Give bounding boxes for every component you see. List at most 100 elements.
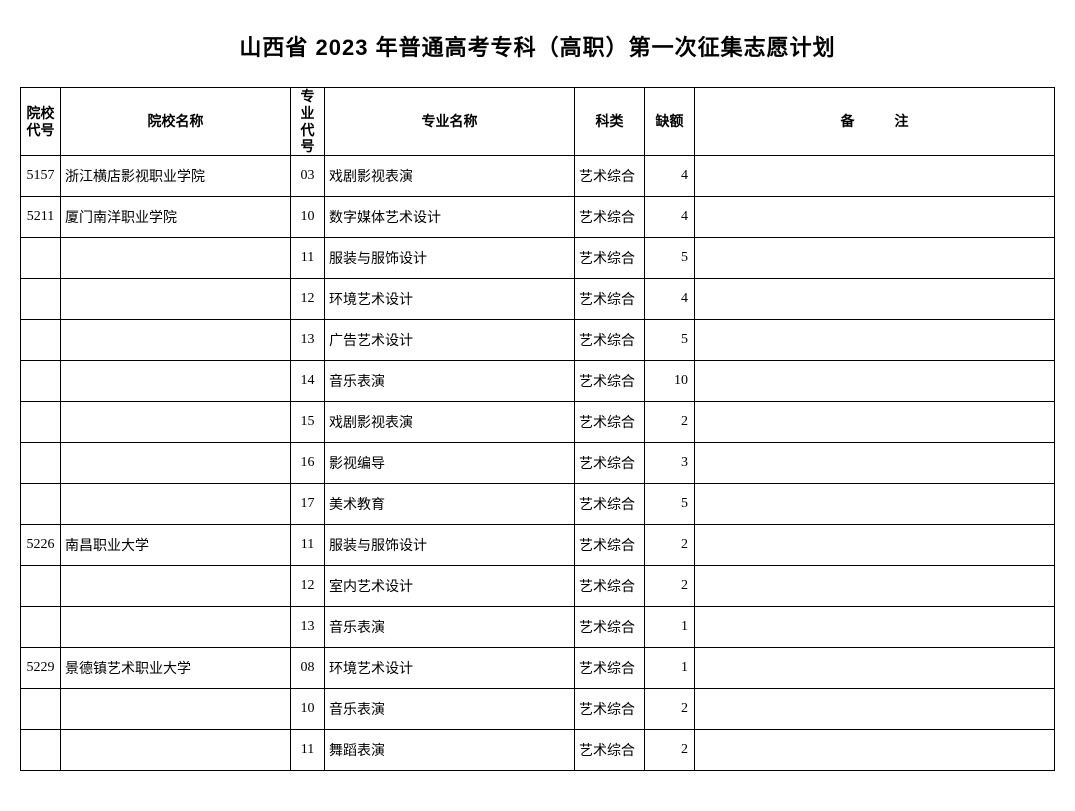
cell-major-name: 室内艺术设计 xyxy=(325,566,575,607)
cell-category: 艺术综合 xyxy=(575,484,645,525)
page-title: 山西省 2023 年普通高考专科（高职）第一次征集志愿计划 xyxy=(20,30,1055,62)
cell-school-code xyxy=(21,402,61,443)
cell-major-name: 环境艺术设计 xyxy=(325,648,575,689)
table-row: 12环境艺术设计艺术综合4 xyxy=(21,279,1055,320)
col-header-remark-b: 注 xyxy=(895,113,909,130)
table-row: 11舞蹈表演艺术综合2 xyxy=(21,730,1055,771)
cell-school-code xyxy=(21,361,61,402)
cell-category: 艺术综合 xyxy=(575,566,645,607)
table-row: 12室内艺术设计艺术综合2 xyxy=(21,566,1055,607)
cell-remark xyxy=(695,689,1055,730)
cell-category: 艺术综合 xyxy=(575,730,645,771)
cell-remark xyxy=(695,197,1055,238)
cell-remark xyxy=(695,607,1055,648)
cell-vacancy: 10 xyxy=(645,361,695,402)
table-header-row: 院校代号 院校名称 专业代号 专业名称 科类 缺额 备 注 xyxy=(21,88,1055,156)
col-header-major-name: 专业名称 xyxy=(325,88,575,156)
cell-vacancy: 2 xyxy=(645,525,695,566)
cell-category: 艺术综合 xyxy=(575,525,645,566)
cell-vacancy: 2 xyxy=(645,566,695,607)
cell-school-name xyxy=(61,484,291,525)
cell-school-name xyxy=(61,689,291,730)
cell-school-code xyxy=(21,484,61,525)
cell-school-name xyxy=(61,607,291,648)
cell-school-code xyxy=(21,607,61,648)
cell-vacancy: 2 xyxy=(645,730,695,771)
cell-major-code: 12 xyxy=(291,279,325,320)
cell-school-code: 5226 xyxy=(21,525,61,566)
table-row: 13广告艺术设计艺术综合5 xyxy=(21,320,1055,361)
cell-category: 艺术综合 xyxy=(575,156,645,197)
document-page: 山西省 2023 年普通高考专科（高职）第一次征集志愿计划 院校代号 院校名称 … xyxy=(0,0,1075,811)
cell-major-name: 广告艺术设计 xyxy=(325,320,575,361)
cell-school-name xyxy=(61,566,291,607)
cell-category: 艺术综合 xyxy=(575,648,645,689)
cell-major-name: 影视编导 xyxy=(325,443,575,484)
cell-major-name: 美术教育 xyxy=(325,484,575,525)
table-row: 15戏剧影视表演艺术综合2 xyxy=(21,402,1055,443)
cell-major-name: 服装与服饰设计 xyxy=(325,238,575,279)
cell-school-name xyxy=(61,320,291,361)
cell-vacancy: 4 xyxy=(645,156,695,197)
cell-major-code: 15 xyxy=(291,402,325,443)
cell-school-name: 南昌职业大学 xyxy=(61,525,291,566)
cell-school-code: 5229 xyxy=(21,648,61,689)
cell-major-code: 11 xyxy=(291,730,325,771)
cell-school-name: 浙江横店影视职业学院 xyxy=(61,156,291,197)
cell-school-code xyxy=(21,730,61,771)
cell-school-code xyxy=(21,320,61,361)
cell-category: 艺术综合 xyxy=(575,238,645,279)
cell-school-name xyxy=(61,402,291,443)
cell-vacancy: 2 xyxy=(645,402,695,443)
col-header-category: 科类 xyxy=(575,88,645,156)
table-row: 14音乐表演艺术综合10 xyxy=(21,361,1055,402)
cell-remark xyxy=(695,156,1055,197)
cell-category: 艺术综合 xyxy=(575,279,645,320)
col-header-school-code: 院校代号 xyxy=(21,88,61,156)
cell-major-code: 11 xyxy=(291,525,325,566)
cell-school-code xyxy=(21,689,61,730)
cell-major-code: 11 xyxy=(291,238,325,279)
cell-category: 艺术综合 xyxy=(575,443,645,484)
cell-vacancy: 5 xyxy=(645,484,695,525)
cell-school-name: 景德镇艺术职业大学 xyxy=(61,648,291,689)
table-row: 13音乐表演艺术综合1 xyxy=(21,607,1055,648)
cell-remark xyxy=(695,402,1055,443)
col-header-remark: 备 注 xyxy=(695,88,1055,156)
cell-major-code: 08 xyxy=(291,648,325,689)
cell-school-code xyxy=(21,566,61,607)
cell-remark xyxy=(695,361,1055,402)
col-header-vacancy: 缺额 xyxy=(645,88,695,156)
cell-major-code: 16 xyxy=(291,443,325,484)
cell-category: 艺术综合 xyxy=(575,607,645,648)
table-row: 5211厦门南洋职业学院10数字媒体艺术设计艺术综合4 xyxy=(21,197,1055,238)
cell-remark xyxy=(695,320,1055,361)
cell-vacancy: 1 xyxy=(645,607,695,648)
cell-school-name xyxy=(61,361,291,402)
cell-school-code xyxy=(21,443,61,484)
cell-remark xyxy=(695,279,1055,320)
cell-major-name: 舞蹈表演 xyxy=(325,730,575,771)
cell-school-name: 厦门南洋职业学院 xyxy=(61,197,291,238)
col-header-school-name: 院校名称 xyxy=(61,88,291,156)
cell-major-name: 音乐表演 xyxy=(325,361,575,402)
cell-vacancy: 4 xyxy=(645,197,695,238)
cell-remark xyxy=(695,238,1055,279)
cell-school-name xyxy=(61,238,291,279)
table-row: 16影视编导艺术综合3 xyxy=(21,443,1055,484)
cell-major-name: 音乐表演 xyxy=(325,607,575,648)
cell-category: 艺术综合 xyxy=(575,689,645,730)
cell-school-code: 5157 xyxy=(21,156,61,197)
cell-major-code: 03 xyxy=(291,156,325,197)
table-row: 10音乐表演艺术综合2 xyxy=(21,689,1055,730)
cell-vacancy: 4 xyxy=(645,279,695,320)
cell-major-code: 17 xyxy=(291,484,325,525)
cell-category: 艺术综合 xyxy=(575,361,645,402)
cell-major-name: 数字媒体艺术设计 xyxy=(325,197,575,238)
cell-category: 艺术综合 xyxy=(575,197,645,238)
cell-vacancy: 2 xyxy=(645,689,695,730)
cell-category: 艺术综合 xyxy=(575,402,645,443)
table-row: 5226南昌职业大学11服装与服饰设计艺术综合2 xyxy=(21,525,1055,566)
plan-table: 院校代号 院校名称 专业代号 专业名称 科类 缺额 备 注 5157浙江横店影视… xyxy=(20,87,1055,771)
cell-major-code: 10 xyxy=(291,689,325,730)
